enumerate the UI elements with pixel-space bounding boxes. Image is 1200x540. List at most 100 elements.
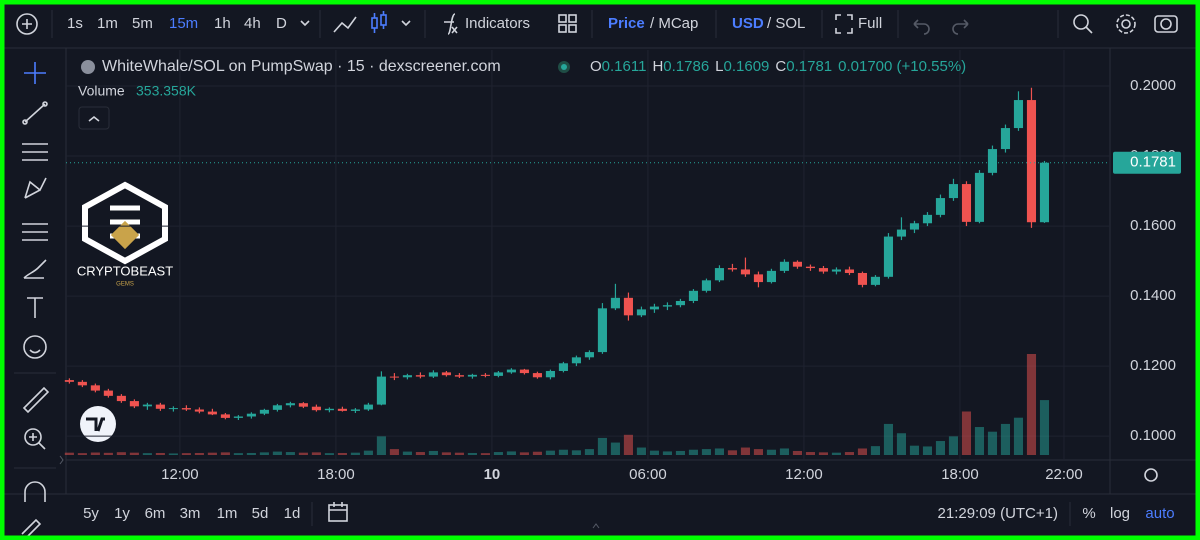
settings-icon[interactable] <box>1144 468 1158 482</box>
candle-body <box>753 274 763 283</box>
volume-bar <box>207 452 217 455</box>
volume-bar <box>389 449 399 455</box>
candle-body <box>233 416 243 418</box>
volume-label: Volume <box>78 83 125 99</box>
mcap-toggle[interactable]: / MCap <box>650 15 698 32</box>
candle-body <box>181 408 191 410</box>
top-icons <box>16 10 1178 38</box>
range[interactable]: 6m <box>145 505 166 522</box>
volume-bar <box>948 436 959 455</box>
candle-body <box>597 308 607 353</box>
indicators-button[interactable]: Indicators <box>465 15 530 32</box>
candle-body <box>896 229 907 237</box>
candle-body <box>714 268 724 281</box>
x-tick-label: 12:00 <box>785 466 823 483</box>
interval[interactable]: D <box>276 15 287 32</box>
volume-bar <box>467 452 477 455</box>
x-tick-label: 10 <box>484 466 501 483</box>
candle-body <box>350 409 360 411</box>
volume-bar <box>675 450 685 455</box>
candle-body <box>922 214 933 224</box>
tv-logo[interactable] <box>80 406 116 442</box>
volume-bar <box>857 448 868 455</box>
candle-body <box>493 372 503 376</box>
volume-bar <box>350 452 360 455</box>
candle-body <box>90 385 100 391</box>
range[interactable]: 3m <box>180 505 201 522</box>
candle-body <box>844 269 855 273</box>
candle-body <box>64 380 74 382</box>
volume-bar <box>883 423 894 455</box>
candle-body <box>883 236 894 277</box>
range[interactable]: 1d <box>284 505 301 522</box>
candle-body <box>363 404 373 410</box>
volume-bar <box>1013 417 1024 455</box>
volume-bar <box>766 449 776 455</box>
volume-bar <box>129 452 139 455</box>
range[interactable]: 5y <box>83 505 99 522</box>
candle-body <box>987 149 998 173</box>
ohlc-key: O <box>590 58 602 75</box>
candle-body <box>415 375 425 377</box>
volume-bar <box>493 452 503 455</box>
candle-body <box>480 374 490 376</box>
full-button[interactable]: Full <box>858 15 882 32</box>
candle-body <box>935 198 946 215</box>
candle-body <box>870 276 881 285</box>
interval[interactable]: 1m <box>97 15 118 32</box>
volume-bar <box>1000 423 1011 455</box>
candle-body <box>961 184 972 222</box>
volume-bar <box>90 452 100 455</box>
candle-body <box>246 413 256 417</box>
range[interactable]: 1y <box>114 505 130 522</box>
candle-body <box>545 370 555 378</box>
plot <box>64 87 1110 455</box>
sol-toggle[interactable]: / SOL <box>767 15 805 32</box>
volume-bar <box>974 427 985 455</box>
candle-body <box>727 268 737 270</box>
interval[interactable]: 4h <box>244 15 261 32</box>
candle-body <box>506 369 516 373</box>
ohlc-key: C <box>775 58 786 75</box>
interval[interactable]: 5m <box>132 15 153 32</box>
volume-bar <box>727 450 737 455</box>
left-toolbar <box>14 62 64 539</box>
watermark-name: CRYPTOBEAST <box>77 263 173 278</box>
volume-bar <box>844 452 855 455</box>
volume-bar <box>909 445 920 455</box>
candle-body <box>519 369 529 374</box>
ohlc-value: 0.1609 <box>724 58 770 75</box>
candle-body <box>948 184 959 199</box>
price-toggle[interactable]: Price <box>608 15 645 32</box>
interval[interactable]: 15m <box>169 15 198 32</box>
interval[interactable]: 1h <box>214 15 231 32</box>
volume-bar <box>363 450 373 455</box>
usd-toggle[interactable]: USD <box>732 15 764 32</box>
volume-bar <box>636 447 646 455</box>
x-tick-label: 18:00 <box>941 466 979 483</box>
range[interactable]: 1m <box>217 505 238 522</box>
range[interactable]: 5d <box>252 505 269 522</box>
candle-body <box>818 268 829 272</box>
status-dot <box>561 64 567 70</box>
interval[interactable]: 1s <box>67 15 83 32</box>
x-tick-label: 06:00 <box>629 466 667 483</box>
candle-body <box>1026 100 1037 223</box>
volume-bar <box>415 452 425 455</box>
chart-title: WhiteWhale/SOL on PumpSwap · 15 · dexscr… <box>102 58 501 75</box>
percent-toggle[interactable]: % <box>1082 505 1095 522</box>
x-tick-label: 12:00 <box>161 466 199 483</box>
volume-bar <box>103 452 113 455</box>
volume-bar <box>142 453 152 455</box>
volume-bar <box>324 453 334 455</box>
x-tick-label: 22:00 <box>1045 466 1083 483</box>
volume-bar <box>688 449 698 455</box>
volume-bar <box>298 452 308 455</box>
token-icon <box>81 60 95 74</box>
clock: 21:29:09 (UTC+1) <box>938 505 1058 522</box>
volume-bar <box>662 451 672 455</box>
auto-toggle[interactable]: auto <box>1145 505 1174 522</box>
candle-body <box>662 305 672 307</box>
log-toggle[interactable]: log <box>1110 505 1130 522</box>
